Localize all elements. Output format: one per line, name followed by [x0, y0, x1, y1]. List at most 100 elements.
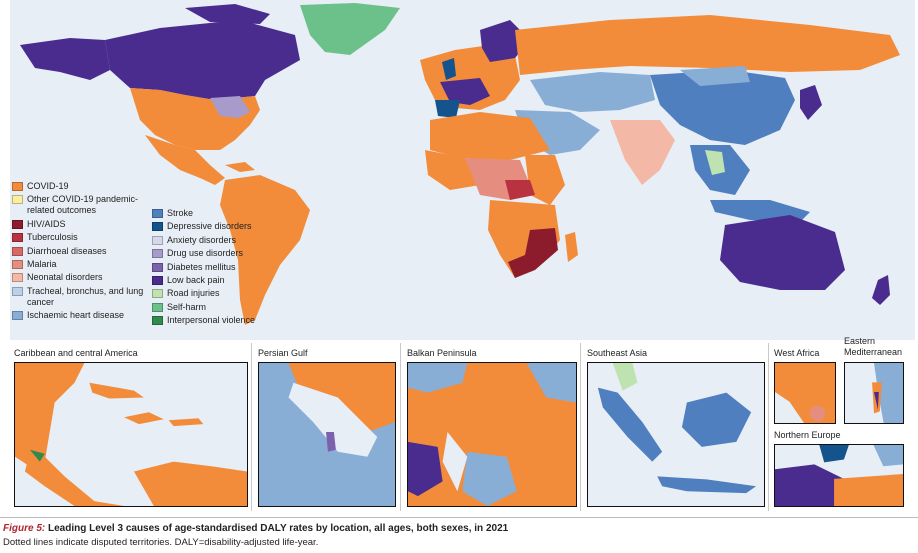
region-mongolia — [680, 66, 750, 86]
inset-persian-gulf-svg — [259, 363, 395, 506]
inset-land — [809, 405, 826, 422]
region-caribbean — [225, 162, 255, 172]
inset-divider — [251, 343, 252, 511]
legend-label: Diarrhoeal diseases — [27, 245, 107, 256]
legend-swatch — [152, 235, 163, 245]
legend-swatch — [12, 195, 23, 205]
region-usa-drug — [210, 96, 250, 118]
legend-swatch — [12, 182, 23, 191]
inset-sea — [775, 392, 805, 423]
region-arctic-islands — [185, 4, 270, 24]
figure-caption: Figure 5: Leading Level 3 causes of age-… — [3, 522, 915, 549]
legend-label: Stroke — [167, 208, 194, 218]
inset-map-eastern-med — [844, 362, 904, 424]
inset-land — [597, 387, 663, 462]
inset-map-west-africa — [774, 362, 836, 424]
region-hiv-band — [505, 180, 535, 200]
inset-land — [462, 451, 517, 506]
region-iberia — [435, 100, 460, 118]
inset-land — [29, 449, 45, 462]
legend-swatch — [12, 246, 23, 256]
caption-title: Figure 5: Leading Level 3 causes of age-… — [3, 522, 915, 536]
legend-item: Neonatal disorders — [12, 272, 147, 283]
inset-land — [133, 461, 247, 506]
region-china — [650, 70, 795, 145]
figure-label: Figure 5: — [3, 523, 46, 534]
figure-title: Leading Level 3 causes of age-standardis… — [45, 523, 509, 534]
legend-swatch — [152, 249, 163, 259]
legend-swatch — [152, 289, 163, 299]
inset-land — [168, 418, 204, 427]
legend-swatch — [12, 311, 23, 321]
inset-label-eastern-med: Eastern Mediterranean — [844, 336, 903, 357]
legend-swatch — [152, 222, 163, 232]
region-madagascar — [565, 232, 578, 262]
legend-item: Ischaemic heart disease — [12, 310, 147, 321]
region-india — [610, 120, 675, 185]
legend-item: Anxiety disorders — [152, 235, 277, 246]
region-mexico — [145, 135, 225, 185]
inset-map-southeast-asia — [587, 362, 765, 507]
legend-item: Tuberculosis — [12, 232, 147, 243]
region-alaska — [20, 38, 110, 80]
legend-column-right: Stroke Depressive disorders Anxiety diso… — [152, 208, 277, 329]
inset-land — [408, 363, 468, 393]
inset-land — [657, 476, 757, 494]
inset-land — [873, 445, 903, 467]
inset-map-persian-gulf — [258, 362, 396, 507]
legend-label: Tracheal, bronchus, and lung cancer — [27, 285, 144, 307]
map-figure: COVID-19 Other COVID-19 pandemic-related… — [10, 0, 915, 511]
legend-item: Drug use disorders — [152, 248, 277, 259]
legend-column-left: COVID-19 Other COVID-19 pandemic-related… — [12, 181, 147, 324]
legend-swatch — [152, 262, 163, 272]
legend-swatch — [152, 302, 163, 312]
legend-item: COVID-19 — [12, 181, 147, 192]
world-map-svg — [20, 3, 900, 325]
region-australia — [720, 215, 845, 290]
inset-west-africa-svg — [775, 363, 835, 423]
inset-label-caribbean: Caribbean and central America — [14, 348, 138, 358]
inset-caribbean-svg — [15, 363, 247, 506]
inset-map-northern-europe — [774, 444, 904, 507]
inset-sea — [288, 382, 378, 457]
inset-land — [819, 445, 849, 463]
caption-divider — [0, 517, 918, 518]
legend-swatch — [12, 219, 23, 229]
inset-balkan-svg — [408, 363, 576, 506]
legend-item: Malaria — [12, 259, 147, 270]
inset-divider — [580, 343, 581, 511]
inset-label-persian-gulf: Persian Gulf — [258, 348, 308, 358]
region-east-africa — [525, 155, 565, 205]
legend-label: Road injuries — [167, 288, 220, 299]
inset-eastern-med-svg — [872, 363, 903, 423]
region-hiv-south — [508, 228, 558, 278]
legend-item: Road injuries — [152, 288, 277, 299]
legend-item: Stroke — [152, 208, 277, 219]
legend: COVID-19 Other COVID-19 pandemic-related… — [12, 181, 277, 331]
inset-label-southeast-asia: Southeast Asia — [587, 348, 648, 358]
legend-label: Tuberculosis — [27, 232, 78, 243]
legend-label: Anxiety disorders — [167, 234, 237, 245]
legend-label: Diabetes mellitus — [167, 261, 236, 272]
inset-land — [874, 363, 903, 423]
legend-label: Neonatal disorders — [27, 272, 103, 283]
legend-item: Diarrhoeal diseases — [12, 246, 147, 257]
inset-label-balkan: Balkan Peninsula — [407, 348, 477, 358]
inset-land — [89, 382, 144, 399]
region-western-europe — [440, 78, 490, 105]
inset-land — [681, 392, 752, 447]
legend-item: Low back pain — [152, 275, 277, 286]
legend-swatch — [152, 275, 163, 285]
inset-land — [326, 432, 336, 452]
inset-land — [612, 363, 638, 391]
legend-label: COVID-19 — [27, 181, 69, 191]
region-north-africa — [430, 112, 550, 160]
region-greenland — [300, 3, 400, 55]
legend-item: Diabetes mellitus — [152, 262, 277, 273]
legend-label: Depressive disorders — [167, 221, 252, 232]
legend-label: Low back pain — [167, 274, 225, 285]
legend-label: Malaria — [27, 258, 57, 269]
inset-southeast-asia-svg — [597, 363, 757, 494]
region-japan — [800, 85, 822, 120]
inset-label-west-africa: West Africa — [774, 348, 820, 358]
